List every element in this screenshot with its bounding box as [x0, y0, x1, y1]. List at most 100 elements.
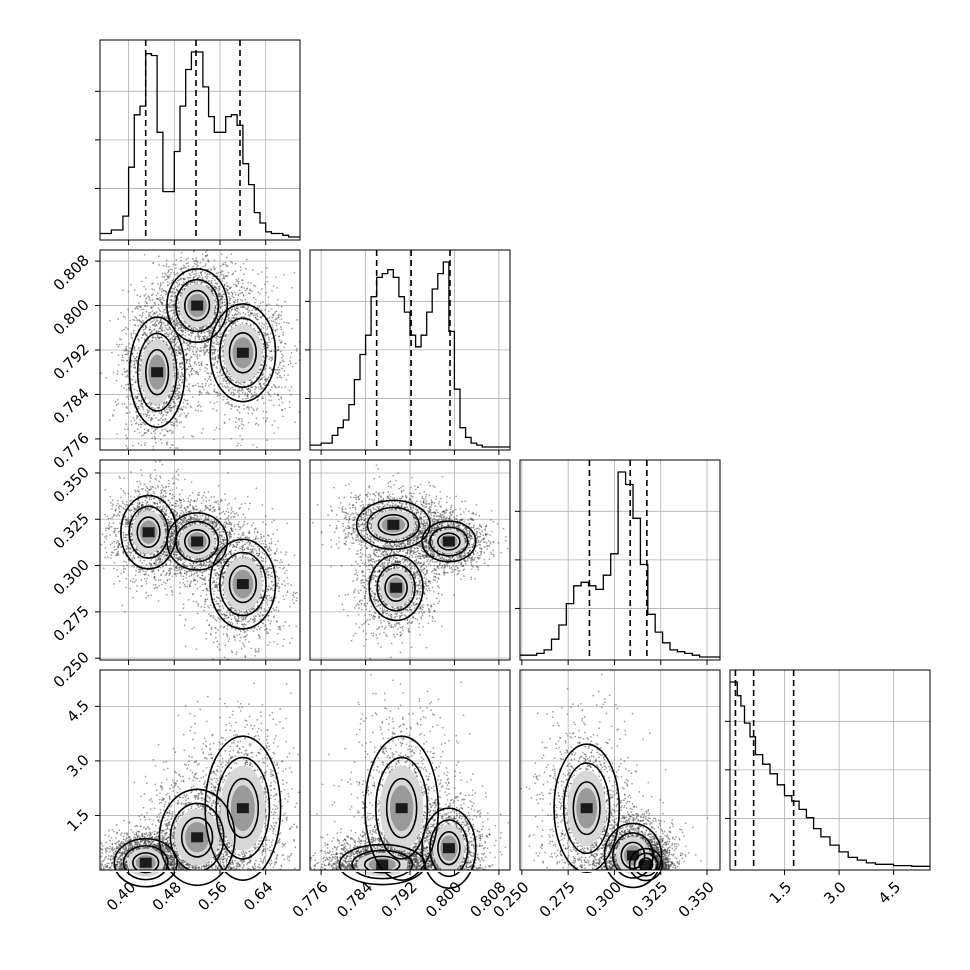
scatter-point — [228, 286, 231, 289]
scatter-point — [270, 357, 273, 359]
scatter-point — [223, 276, 225, 279]
scatter-point — [282, 355, 285, 357]
scatter-point — [168, 346, 171, 349]
scatter-point — [137, 442, 140, 445]
scatter-point — [258, 305, 261, 308]
scatter-point — [213, 349, 215, 351]
scatter-point — [127, 352, 130, 354]
scatter-point — [143, 347, 146, 350]
scatter-point — [175, 288, 178, 291]
scatter-point — [231, 378, 233, 381]
scatter-point — [126, 447, 129, 449]
scatter-point — [192, 326, 195, 329]
scatter-point — [171, 329, 174, 332]
scatter-point — [182, 282, 185, 284]
scatter-point — [161, 297, 164, 300]
scatter-point — [181, 283, 183, 286]
scatter-point — [199, 350, 201, 352]
scatter-point — [139, 404, 142, 407]
scatter-point — [137, 393, 140, 395]
scatter-point — [138, 407, 140, 410]
scatter-point — [169, 338, 172, 341]
scatter-point — [142, 434, 145, 436]
scatter-point — [150, 321, 152, 324]
scatter-point — [194, 565, 197, 568]
scatter-point — [205, 336, 208, 339]
scatter-point — [124, 540, 126, 542]
scatter-point — [172, 309, 175, 312]
scatter-point — [257, 625, 260, 628]
scatter-point — [129, 403, 132, 405]
scatter-point — [242, 294, 245, 297]
scatter-point — [252, 296, 255, 299]
scatter-point — [143, 423, 146, 425]
scatter-point — [127, 386, 130, 389]
scatter-point — [253, 409, 255, 412]
scatter-point — [118, 343, 121, 346]
scatter-point — [141, 406, 144, 409]
scatter-point — [187, 344, 190, 347]
scatter-point — [266, 439, 268, 441]
scatter-point — [164, 409, 166, 412]
scatter-point — [197, 382, 199, 385]
scatter-point — [252, 284, 255, 287]
scatter-point — [221, 385, 224, 388]
scatter-point — [177, 380, 180, 383]
scatter-point — [272, 607, 275, 610]
scatter-point — [143, 428, 146, 431]
scatter-point — [196, 266, 198, 268]
scatter-point — [197, 264, 199, 267]
scatter-point — [159, 310, 162, 313]
scatter-point — [123, 560, 125, 563]
scatter-point — [263, 323, 265, 326]
scatter-point — [224, 334, 226, 337]
histogram-series — [100, 51, 300, 238]
scatter-point — [280, 328, 283, 331]
scatter-point — [224, 323, 227, 326]
scatter-point — [141, 403, 143, 405]
scatter-point — [146, 342, 149, 345]
scatter-point — [180, 330, 183, 332]
scatter-point — [157, 563, 160, 566]
scatter-point — [236, 280, 239, 282]
scatter-point — [256, 531, 259, 533]
scatter-point — [252, 545, 255, 548]
scatter-point — [225, 382, 228, 385]
scatter-point — [130, 365, 133, 368]
scatter-point — [238, 520, 240, 523]
scatter-point — [234, 299, 237, 302]
scatter-point — [159, 300, 162, 303]
scatter-point — [127, 541, 129, 544]
scatter-point — [131, 378, 134, 381]
scatter-point — [246, 495, 249, 498]
scatter-point — [213, 388, 216, 391]
scatter-point — [176, 271, 179, 274]
scatter-point — [175, 349, 178, 352]
scatter-point — [253, 548, 256, 551]
scatter-point — [280, 310, 283, 313]
scatter-point — [254, 648, 257, 651]
scatter-point — [244, 267, 247, 270]
scatter-point — [278, 385, 280, 388]
scatter-point — [139, 323, 142, 326]
scatter-point — [163, 507, 166, 510]
scatter-point — [179, 348, 182, 351]
scatter-point — [231, 262, 234, 264]
scatter-point — [222, 398, 225, 401]
scatter-point — [172, 278, 175, 281]
scatter-point — [159, 319, 162, 321]
scatter-point — [166, 281, 169, 283]
scatter-point — [280, 361, 282, 364]
scatter-point — [280, 314, 282, 317]
scatter-point — [271, 326, 274, 329]
density-cell — [151, 367, 164, 378]
scatter-point — [271, 386, 273, 388]
scatter-point — [204, 342, 206, 345]
scatter-point — [269, 588, 272, 591]
scatter-point — [258, 540, 261, 543]
scatter-point — [166, 420, 168, 423]
scatter-point — [264, 420, 267, 423]
scatter-point — [228, 403, 230, 406]
scatter-point — [241, 322, 244, 324]
